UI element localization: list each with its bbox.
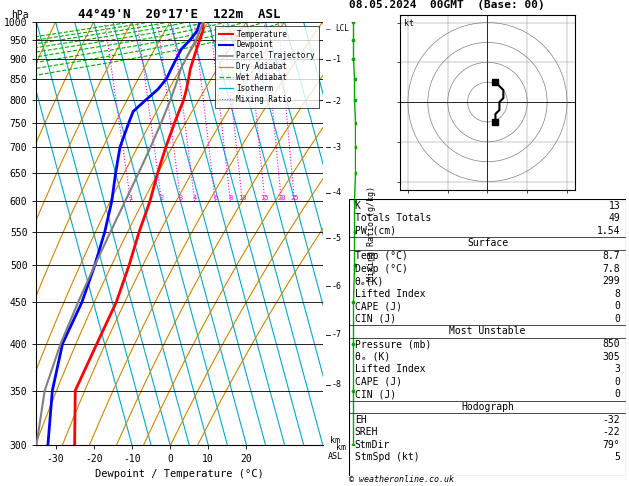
Text: 6: 6	[213, 195, 218, 201]
Text: 3: 3	[179, 195, 183, 201]
Text: StmSpd (kt): StmSpd (kt)	[355, 452, 420, 462]
Point	[348, 18, 359, 26]
Text: LCL: LCL	[335, 24, 348, 34]
Text: 0: 0	[615, 301, 620, 312]
Point	[348, 298, 359, 306]
Point	[350, 143, 360, 151]
Text: StmDir: StmDir	[355, 440, 390, 450]
Text: -22: -22	[603, 427, 620, 437]
Text: CAPE (J): CAPE (J)	[355, 301, 402, 312]
Text: Lifted Index: Lifted Index	[355, 364, 425, 374]
Legend: Temperature, Dewpoint, Parcel Trajectory, Dry Adiabat, Wet Adiabat, Isotherm, Mi: Temperature, Dewpoint, Parcel Trajectory…	[215, 26, 319, 108]
Text: © weatheronline.co.uk: © weatheronline.co.uk	[349, 474, 454, 484]
Text: -32: -32	[603, 415, 620, 425]
Text: SREH: SREH	[355, 427, 378, 437]
Text: 8.7: 8.7	[603, 251, 620, 261]
X-axis label: Dewpoint / Temperature (°C): Dewpoint / Temperature (°C)	[95, 469, 264, 479]
Text: Temp (°C): Temp (°C)	[355, 251, 408, 261]
Text: 8: 8	[228, 195, 233, 201]
Point	[350, 261, 360, 269]
Text: 299: 299	[603, 276, 620, 286]
Text: Mixing Ratio (g/kg): Mixing Ratio (g/kg)	[367, 186, 376, 281]
Text: 13: 13	[609, 201, 620, 210]
Text: -5: -5	[332, 234, 342, 243]
Text: -4: -4	[332, 188, 342, 197]
Text: CAPE (J): CAPE (J)	[355, 377, 402, 387]
Point	[350, 75, 360, 83]
Text: Totals Totals: Totals Totals	[355, 213, 431, 223]
Point	[350, 169, 360, 177]
Text: km: km	[330, 435, 340, 445]
Point	[348, 340, 359, 347]
Text: CIN (J): CIN (J)	[355, 389, 396, 399]
Text: -1: -1	[332, 55, 342, 64]
Text: kt: kt	[404, 18, 414, 28]
Text: 8: 8	[615, 289, 620, 299]
Text: PW (cm): PW (cm)	[355, 226, 396, 236]
Text: ASL: ASL	[327, 451, 342, 461]
Text: Most Unstable: Most Unstable	[449, 327, 526, 336]
Text: 0: 0	[615, 377, 620, 387]
Text: 4: 4	[192, 195, 197, 201]
Text: km: km	[336, 443, 346, 451]
Point	[348, 387, 359, 395]
Text: 10: 10	[238, 195, 247, 201]
Text: 79°: 79°	[603, 440, 620, 450]
Text: 305: 305	[603, 352, 620, 362]
Text: θₑ (K): θₑ (K)	[355, 352, 390, 362]
Text: θₑ(K): θₑ(K)	[355, 276, 384, 286]
Point	[350, 197, 360, 205]
Text: 15: 15	[260, 195, 269, 201]
Text: 3: 3	[615, 364, 620, 374]
Point	[350, 119, 360, 127]
Text: 2: 2	[159, 195, 164, 201]
Text: 20: 20	[277, 195, 286, 201]
Text: Dewp (°C): Dewp (°C)	[355, 263, 408, 274]
Text: 1: 1	[128, 195, 133, 201]
Text: Pressure (mb): Pressure (mb)	[355, 339, 431, 349]
Text: 08.05.2024  00GMT  (Base: 00): 08.05.2024 00GMT (Base: 00)	[349, 0, 545, 10]
Point	[348, 441, 359, 449]
Text: 1.54: 1.54	[597, 226, 620, 236]
Text: Surface: Surface	[467, 238, 508, 248]
Text: -8: -8	[332, 380, 342, 389]
Text: -7: -7	[332, 330, 342, 340]
Text: -3: -3	[332, 142, 342, 152]
Point	[348, 55, 359, 63]
Text: hPa: hPa	[11, 10, 28, 20]
Text: -2: -2	[332, 98, 342, 106]
Point	[350, 96, 360, 104]
Text: -6: -6	[332, 282, 342, 291]
Text: 0: 0	[615, 314, 620, 324]
Text: 5: 5	[615, 452, 620, 462]
Text: Lifted Index: Lifted Index	[355, 289, 425, 299]
Text: K: K	[355, 201, 360, 210]
Title: 44°49'N  20°17'E  122m  ASL: 44°49'N 20°17'E 122m ASL	[79, 8, 281, 21]
Text: 0: 0	[615, 389, 620, 399]
Point	[350, 228, 360, 236]
Text: 850: 850	[603, 339, 620, 349]
Text: 25: 25	[290, 195, 299, 201]
Text: EH: EH	[355, 415, 366, 425]
Text: 49: 49	[609, 213, 620, 223]
Text: 7.8: 7.8	[603, 263, 620, 274]
Text: Hodograph: Hodograph	[461, 402, 514, 412]
Text: CIN (J): CIN (J)	[355, 314, 396, 324]
Point	[348, 36, 359, 44]
